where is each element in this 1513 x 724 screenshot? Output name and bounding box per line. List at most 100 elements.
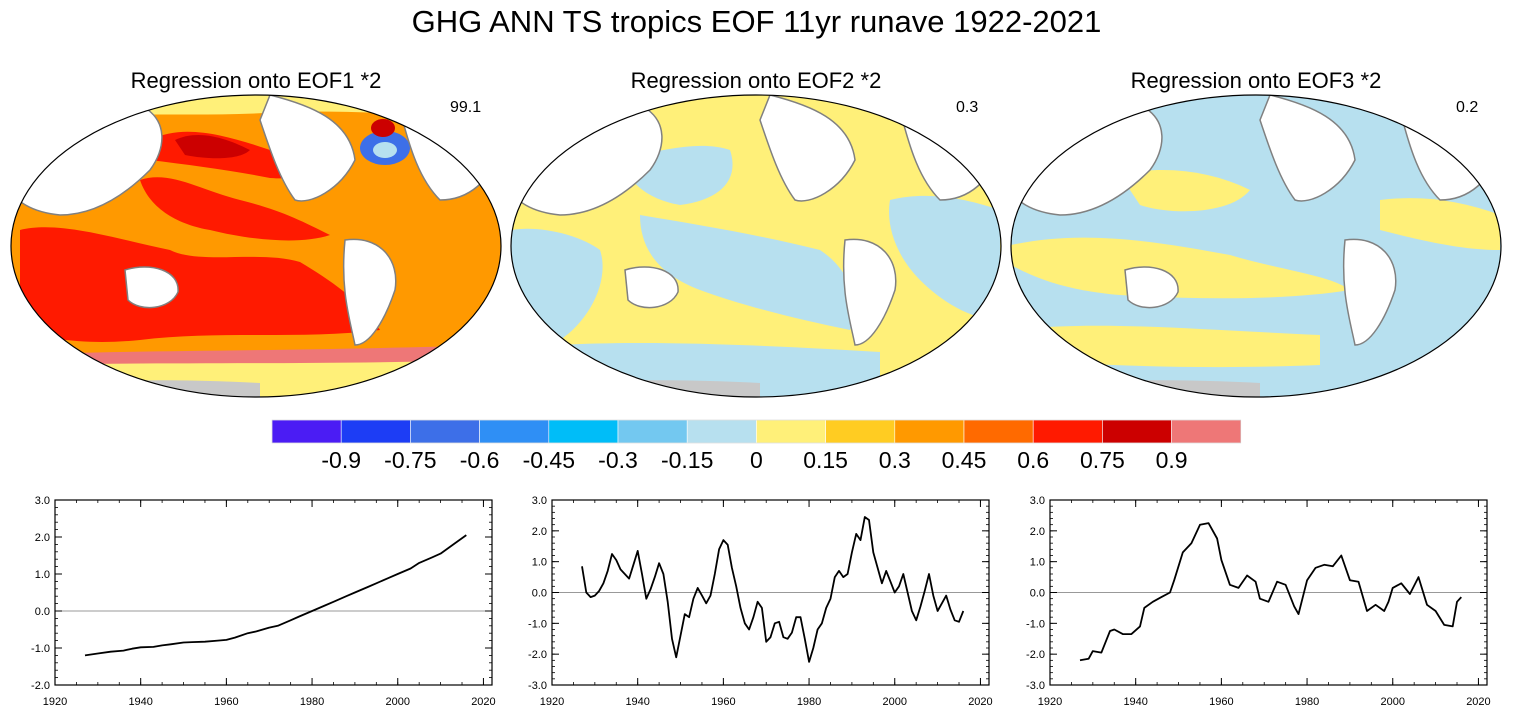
x-tick-label: 1960: [1209, 696, 1233, 708]
x-tick-label: 1980: [1295, 696, 1319, 708]
y-tick-label: -3.0: [528, 680, 547, 692]
colorbar-label: -0.45: [523, 447, 575, 473]
map-eof3: [1011, 95, 1501, 397]
colorbar-label: -0.9: [321, 447, 361, 473]
pc-series-line: [84, 534, 467, 657]
x-tick-label: 1940: [128, 696, 152, 708]
map1-cold-blob-core: [373, 142, 397, 158]
pc-series-line: [581, 516, 965, 663]
colorbar-swatch: [894, 419, 965, 444]
variance-eof3: 0.2: [1456, 99, 1479, 116]
map2-blue-atlantic: [889, 195, 1000, 320]
y-tick-label: 2.0: [1030, 526, 1045, 538]
colorbar-label: -0.75: [384, 447, 436, 473]
x-tick-label: 2020: [471, 696, 495, 708]
colorbar-label: 0.15: [803, 447, 848, 473]
colorbar-label: 0.75: [1080, 447, 1125, 473]
colorbar-swatch: [548, 419, 619, 444]
y-tick-label: 3.0: [532, 495, 547, 507]
y-tick-label: -2.0: [1026, 649, 1045, 661]
colorbar-label: 0.45: [942, 447, 987, 473]
x-tick-label: 1920: [540, 696, 564, 708]
map3-land-south-america: [1342, 238, 1397, 346]
y-tick-label: -1.0: [31, 643, 50, 655]
y-tick-label: -2.0: [31, 680, 50, 692]
map3-land-australia: [1124, 266, 1179, 309]
y-tick-label: 1.0: [532, 557, 547, 569]
map-title-eof1: Regression onto EOF1 *2: [130, 68, 382, 93]
x-tick-label: 2020: [968, 696, 992, 708]
map3-outline: [1010, 94, 1502, 398]
map-title-eof3: Regression onto EOF3 *2: [1130, 68, 1382, 93]
x-tick-label: 1980: [300, 696, 324, 708]
map2-outline: [510, 94, 1002, 398]
colorbar-swatch: [825, 419, 896, 444]
colorbar-label: 0.9: [1156, 447, 1188, 473]
time-series-panel-3: 3.0 2.0 1.0 0.0 -1.0 -2.0 -3.0 1920 1940 1960 1980…: [1026, 495, 1491, 708]
map2-antarctica: [560, 380, 760, 397]
y-tick-label: 2.0: [35, 532, 50, 544]
map3-yellow-atlantic: [1380, 198, 1500, 250]
map3-yellow-north-pacific: [1120, 170, 1250, 212]
y-tick-label: 1.0: [1030, 557, 1045, 569]
x-tick-label: 1920: [43, 696, 67, 708]
y-tick-label: 3.0: [35, 495, 50, 507]
map2-land-south-america: [842, 238, 897, 346]
variance-eof1: 99.1: [450, 99, 482, 116]
pc-series-line: [1079, 522, 1462, 662]
colorbar-swatch: [1032, 419, 1103, 444]
colorbar-swatch: [1102, 419, 1172, 444]
colorbar-swatch: [1171, 419, 1242, 444]
colorbar-label: -0.15: [661, 447, 713, 473]
map2-blue-central: [640, 215, 854, 330]
y-tick-label: -3.0: [1026, 680, 1045, 692]
colorbar-label: 0.6: [1017, 447, 1049, 473]
map1-land-south-america: [342, 238, 397, 346]
colorbar-label: 0.3: [879, 447, 911, 473]
x-tick-label: 1960: [711, 696, 735, 708]
x-tick-label: 1940: [1123, 696, 1147, 708]
colorbar-label: 0: [750, 447, 763, 473]
y-tick-label: 0.0: [1030, 588, 1045, 600]
panel-frame: [54, 499, 493, 686]
time-series-panel-2: 3.0 2.0 1.0 0.0 -1.0 -2.0 -3.0 1920 1940 1960 1980…: [528, 495, 993, 708]
figure-title: GHG ANN TS tropics EOF 11yr runave 1922-…: [411, 4, 1102, 39]
colorbar-swatch: [686, 419, 757, 444]
map-eof1: [11, 95, 501, 397]
x-tick-label: 2000: [883, 696, 907, 708]
colorbar-swatch: [963, 419, 1034, 444]
map1-subpolar-red: [371, 119, 395, 137]
x-tick-label: 2000: [1381, 696, 1405, 708]
x-tick-label: 1940: [625, 696, 649, 708]
map1-land-australia: [124, 266, 179, 309]
map2-land-north-america: [759, 95, 856, 202]
y-tick-label: 1.0: [35, 569, 50, 581]
map2-land-australia: [624, 266, 679, 309]
x-tick-label: 1920: [1038, 696, 1062, 708]
colorbar-label: -0.3: [598, 447, 638, 473]
colorbar-swatch: [271, 419, 342, 444]
colorbar-label: -0.6: [460, 447, 500, 473]
map-title-eof2: Regression onto EOF2 *2: [630, 68, 882, 93]
x-tick-label: 1960: [214, 696, 238, 708]
map-eof2: [511, 95, 1001, 397]
colorbar-swatch: [410, 419, 480, 444]
map1-warm-band-north-pacific: [140, 177, 330, 241]
y-tick-label: 3.0: [1030, 495, 1045, 507]
colorbar-swatch: [617, 419, 688, 444]
map1-antarctica: [60, 380, 260, 397]
time-series-panels: 3.0 2.0 1.0 0.0 -1.0 -2.0 1920 1940 1960 1980 2000…: [31, 495, 1491, 708]
colorbar-swatch: [756, 419, 826, 444]
colorbar-border: [271, 419, 1242, 444]
map1-land-north-america: [259, 95, 356, 202]
y-tick-label: 0.0: [35, 606, 50, 618]
map1-deep-red-patch: [175, 134, 250, 159]
map3-yellow-tropical: [1011, 237, 1350, 299]
y-tick-label: 0.0: [532, 588, 547, 600]
y-tick-label: -1.0: [528, 618, 547, 630]
colorbar: -0.9 -0.75 -0.6 -0.45 -0.3 -0.15 0 0.15 0.3 0.45 0…: [271, 419, 1242, 473]
x-tick-label: 2020: [1466, 696, 1490, 708]
y-tick-label: -1.0: [1026, 618, 1045, 630]
x-tick-label: 2000: [386, 696, 410, 708]
